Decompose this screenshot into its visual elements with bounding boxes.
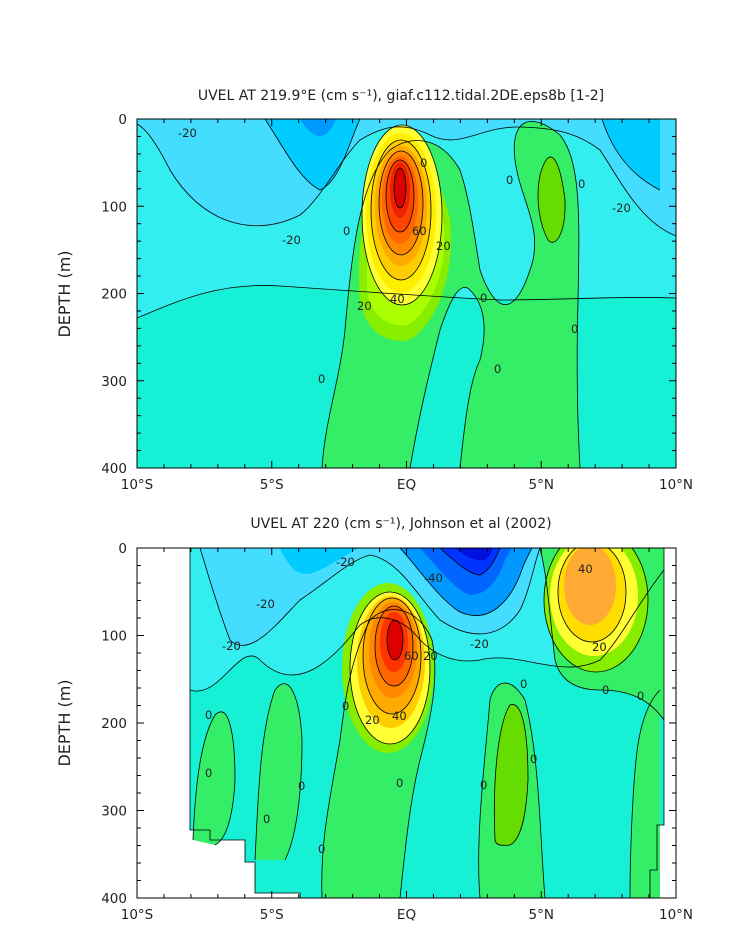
contour-field: -20 -20 -20 0 0 0 0 0 0 0 20 20 40 60 0 xyxy=(137,119,676,468)
core-ring xyxy=(394,168,406,208)
panel-title: UVEL AT 220 (cm s⁻¹), Johnson et al (200… xyxy=(250,516,551,532)
band-blue xyxy=(602,119,660,190)
contour-label: 0 xyxy=(602,683,609,697)
contour-label: 40 xyxy=(578,562,593,576)
contour-label: 0 xyxy=(318,842,325,856)
contour-labels: -20 -20 -20 -20 -40 0 0 0 0 0 0 0 0 0 0 … xyxy=(205,555,644,856)
contour-label: 0 xyxy=(205,766,212,780)
panel-title: UVEL AT 219.9°E (cm s⁻¹), giaf.c112.tida… xyxy=(198,88,604,104)
y-tick-label: 100 xyxy=(101,199,127,215)
y-tick-label: 200 xyxy=(101,287,127,303)
band-blue xyxy=(455,548,493,561)
contour-label: 0 xyxy=(637,689,644,703)
contour-label: 0 xyxy=(571,322,578,336)
x-tick-label: 5°S xyxy=(260,907,284,923)
contour-label: 0 xyxy=(343,224,350,238)
contour-label: 20 xyxy=(423,649,438,663)
contour-label: 60 xyxy=(404,649,419,663)
contour-label: -20 xyxy=(256,597,275,611)
contour-lines xyxy=(137,119,676,468)
y-tick-label: 200 xyxy=(101,716,127,732)
contour-label: 60 xyxy=(412,224,427,238)
contour-label: 0 xyxy=(494,362,501,376)
contour-label: 0 xyxy=(578,177,585,191)
contour-label: 0 xyxy=(396,776,403,790)
band-green xyxy=(494,704,528,846)
y-axis-label: DEPTH (m) xyxy=(55,679,74,766)
contour-label: 0 xyxy=(530,752,537,766)
y-tick-label: 0 xyxy=(118,541,127,557)
band-blue xyxy=(300,119,336,137)
core-ring xyxy=(387,620,403,660)
y-tick-label: 400 xyxy=(101,461,127,477)
contour-label: 0 xyxy=(506,173,513,187)
x-tick-label: EQ xyxy=(397,477,416,493)
core-ring xyxy=(564,548,616,625)
contour-label: 0 xyxy=(480,291,487,305)
contour-label: 0 xyxy=(520,677,527,691)
panel-observed: UVEL AT 220 (cm s⁻¹), Johnson et al (200… xyxy=(55,516,693,923)
x-tick-label: 5°N xyxy=(529,907,554,923)
contour-label: 20 xyxy=(436,239,451,253)
y-tick-label: 100 xyxy=(101,629,127,645)
y-axis-label: DEPTH (m) xyxy=(55,250,74,337)
contour-label: -20 xyxy=(178,126,197,140)
contour-label: -20 xyxy=(222,639,241,653)
band-zero xyxy=(193,711,235,845)
x-tick-label: 10°N xyxy=(659,477,693,493)
contour-lines xyxy=(189,548,665,898)
contour-label: -20 xyxy=(282,233,301,247)
x-tick-label: 10°N xyxy=(659,907,693,923)
y-tick-label: 0 xyxy=(118,112,127,128)
band-zero xyxy=(630,690,660,898)
contour-label: 0 xyxy=(318,372,325,386)
contour-label: 0 xyxy=(298,779,305,793)
panel-model: UVEL AT 219.9°E (cm s⁻¹), giaf.c112.tida… xyxy=(55,88,693,493)
y-tick-label: 300 xyxy=(101,804,127,820)
band-light-blue xyxy=(137,119,676,236)
x-tick-label: 5°N xyxy=(529,477,554,493)
contour-label: 0 xyxy=(263,812,270,826)
contour-label: -20 xyxy=(470,637,489,651)
contour-label: 0 xyxy=(480,778,487,792)
contour-label: 0 xyxy=(205,708,212,722)
band-blue xyxy=(265,119,360,190)
y-tick-label: 400 xyxy=(101,891,127,907)
x-tick-label: 10°S xyxy=(121,907,154,923)
contour-label: 20 xyxy=(365,713,380,727)
contour-label: 40 xyxy=(392,709,407,723)
band-green xyxy=(537,156,566,243)
x-tick-label: 10°S xyxy=(121,477,154,493)
contour-label: 0 xyxy=(420,156,427,170)
y-tick-label: 300 xyxy=(101,374,127,390)
band-zero xyxy=(255,683,302,860)
band-blue xyxy=(280,548,360,574)
contour-label: -40 xyxy=(424,571,443,585)
contour-label: -20 xyxy=(612,201,631,215)
contour-field: -20 -20 -20 -20 -40 0 0 0 0 0 0 0 0 0 0 … xyxy=(189,548,665,898)
contour-label: 20 xyxy=(357,299,372,313)
contour-label: 20 xyxy=(592,640,607,654)
contour-label: 40 xyxy=(390,292,405,306)
contour-label: -20 xyxy=(336,555,355,569)
contour-label: 0 xyxy=(342,699,349,713)
x-tick-label: 5°S xyxy=(260,477,284,493)
contour-labels: -20 -20 -20 0 0 0 0 0 0 0 20 20 40 60 0 xyxy=(178,126,631,386)
x-tick-label: EQ xyxy=(397,907,416,923)
